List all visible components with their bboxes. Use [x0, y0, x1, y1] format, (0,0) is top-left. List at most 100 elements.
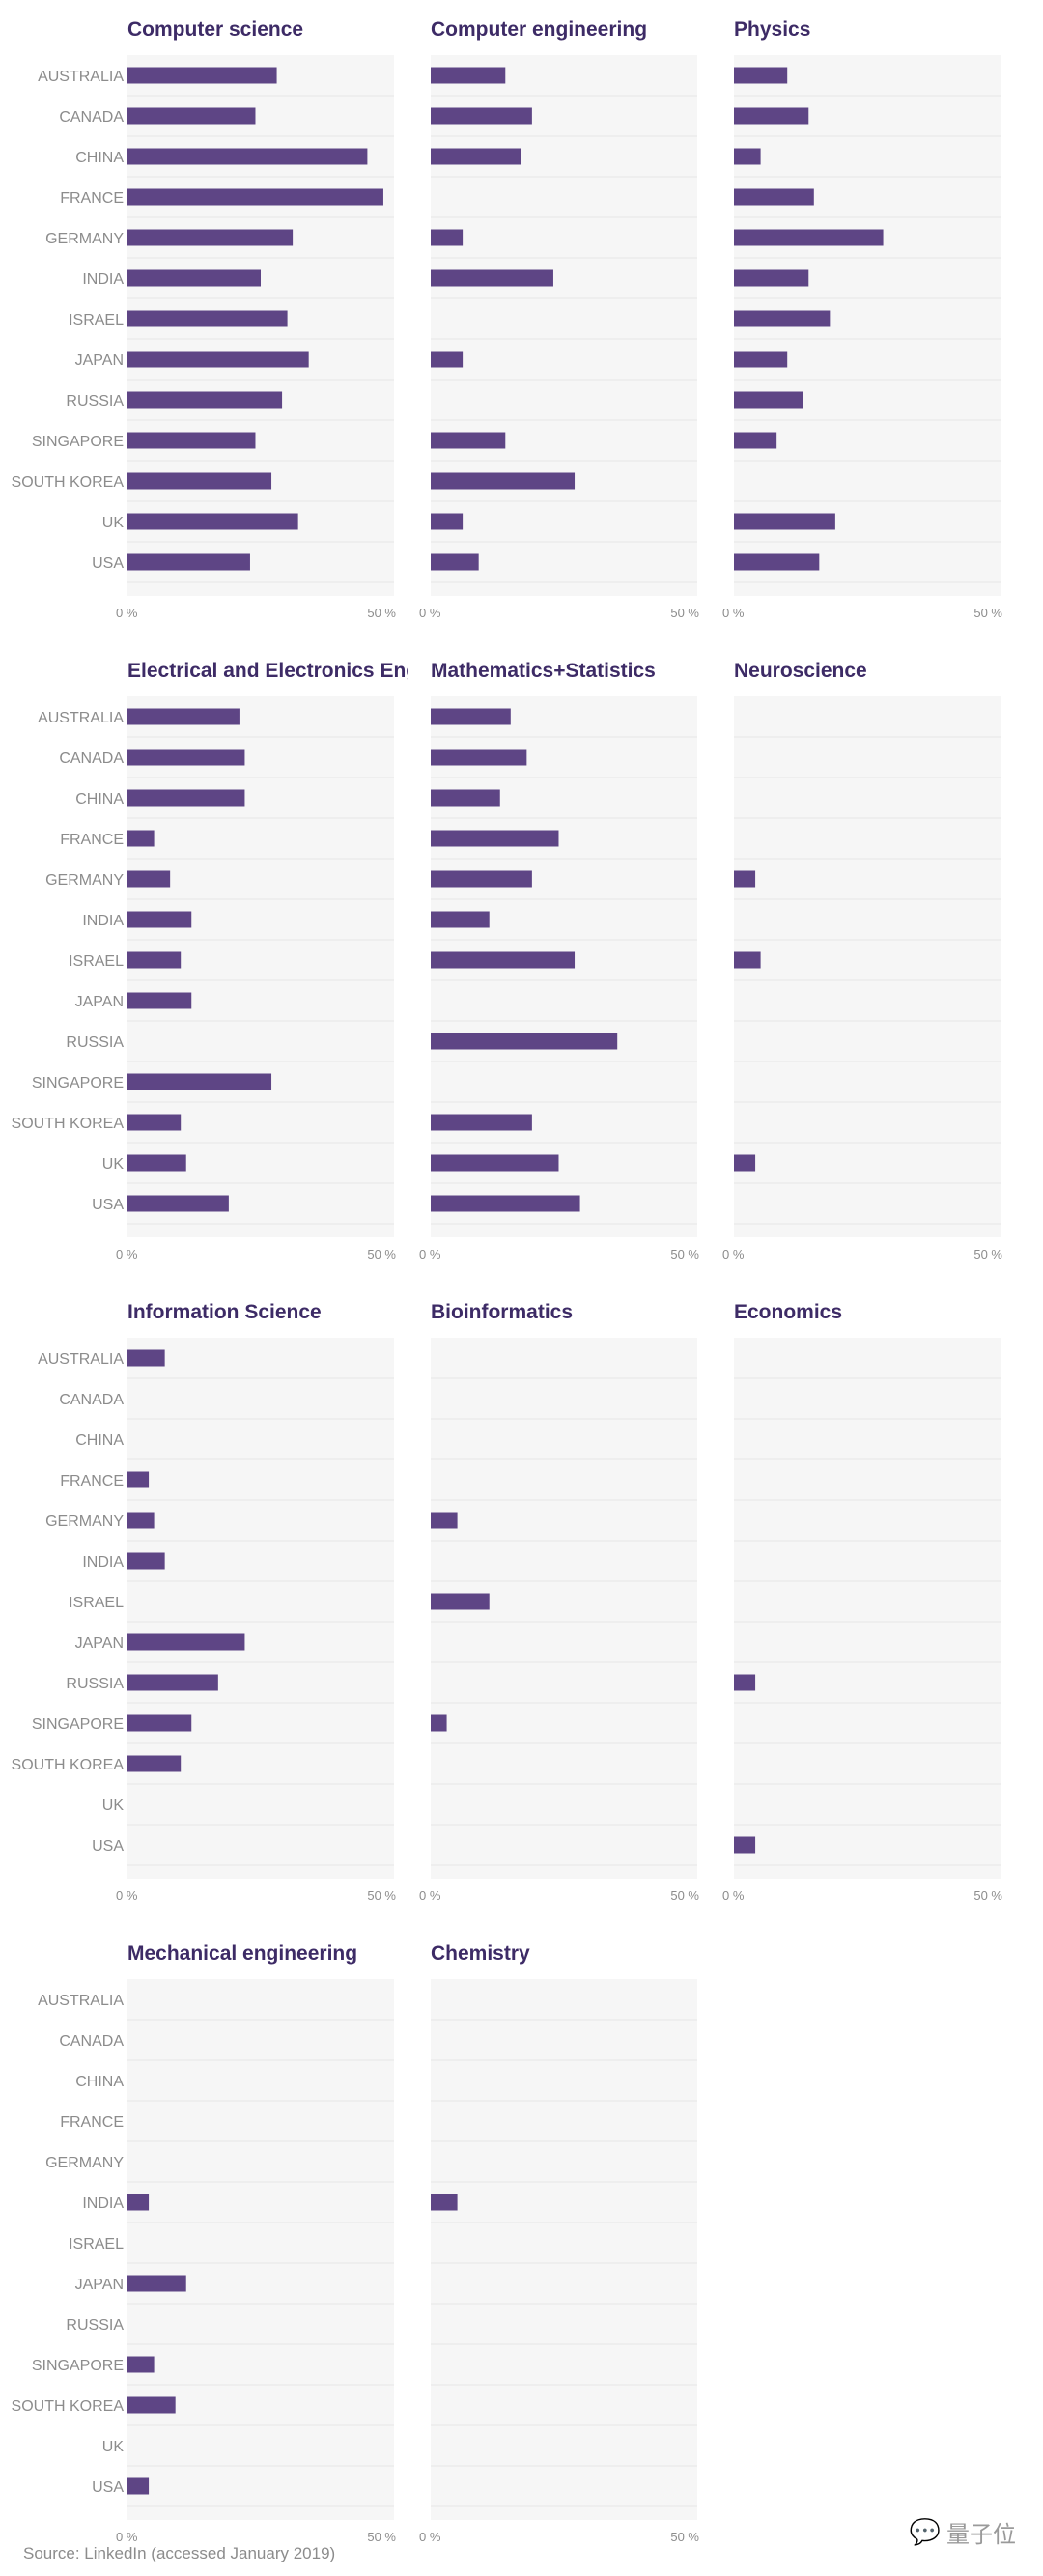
- panel-title: Bioinformatics: [431, 1301, 573, 1323]
- bar-france: [734, 188, 814, 206]
- bar-canada: [127, 749, 245, 766]
- panel-computer-science: Computer science AUSTRALIA CANADA CHINA FRAN…: [12, 18, 397, 620]
- bar-germany: [431, 1512, 458, 1529]
- category-label: RUSSIA: [66, 2317, 124, 2334]
- bar-china: [127, 789, 245, 807]
- bar-south-korea: [431, 472, 576, 490]
- panel-neuroscience: Neuroscience 0 % 50 %: [722, 660, 1002, 1261]
- tick-label-max: 50 %: [367, 1888, 396, 1903]
- bar-usa: [127, 553, 250, 571]
- category-label: JAPAN: [75, 353, 124, 369]
- panel-physics: Physics 0 % 50 %: [722, 18, 1002, 620]
- category-label: CANADA: [59, 750, 124, 767]
- category-label: RUSSIA: [66, 1676, 124, 1692]
- category-label: JAPAN: [75, 994, 124, 1010]
- category-label: INDIA: [82, 913, 124, 929]
- category-label: CHINA: [75, 2074, 124, 2090]
- bar-japan: [431, 351, 464, 368]
- category-label: FRANCE: [60, 1473, 124, 1489]
- bar-japan: [127, 351, 309, 368]
- bar-germany: [734, 229, 884, 246]
- bar-singapore: [734, 432, 777, 449]
- bar-usa: [127, 1195, 229, 1212]
- bar-israel: [127, 951, 182, 969]
- panel-electrical-and-electronics-engi: Electrical and Electronics Engi AUSTRALIA…: [12, 660, 408, 1261]
- category-label: CANADA: [59, 1392, 124, 1408]
- bar-china: [431, 148, 522, 165]
- watermark: 💬 量子位: [910, 2515, 1016, 2549]
- tick-label-min: 0 %: [419, 1888, 441, 1903]
- bar-germany: [431, 229, 464, 246]
- tick-label-max: 50 %: [973, 606, 1002, 620]
- category-label: CANADA: [59, 109, 124, 126]
- tick-label-min: 0 %: [116, 1888, 138, 1903]
- category-label: SOUTH KOREA: [12, 2398, 125, 2415]
- category-label: ISRAEL: [69, 312, 124, 328]
- category-label: FRANCE: [60, 190, 124, 207]
- category-label: CHINA: [75, 1432, 124, 1449]
- tick-label-max: 50 %: [973, 1888, 1002, 1903]
- category-label: SINGAPORE: [32, 2358, 124, 2374]
- bar-canada: [127, 107, 256, 125]
- panel-background: [431, 1979, 697, 2520]
- panel-mathematics-statistics: Mathematics+Statistics 0 % 50 %: [419, 660, 699, 1261]
- panel-title: Mathematics+Statistics: [431, 660, 656, 682]
- tick-label-max: 50 %: [670, 2530, 699, 2544]
- category-label: ISRAEL: [69, 2236, 124, 2252]
- bar-uk: [734, 1154, 756, 1172]
- tick-label-max: 50 %: [367, 1247, 396, 1261]
- panel-title: Computer science: [127, 18, 303, 41]
- panel-background: [127, 1338, 394, 1879]
- bar-usa: [431, 553, 479, 571]
- tick-label-min: 0 %: [116, 1247, 138, 1261]
- panel-title: Physics: [734, 18, 810, 41]
- bar-india: [127, 911, 192, 928]
- panel-information-science: Information Science AUSTRALIA CANADA CHINA F…: [12, 1301, 397, 1903]
- bar-israel: [431, 951, 576, 969]
- panel-economics: Economics 0 % 50 %: [722, 1301, 1002, 1903]
- category-label: SOUTH KOREA: [12, 1757, 125, 1773]
- bar-russia: [127, 391, 283, 409]
- bar-india: [431, 269, 553, 287]
- bar-south-korea: [127, 2396, 176, 2414]
- bar-israel: [734, 310, 831, 327]
- bar-india: [734, 269, 809, 287]
- category-label: USA: [92, 1197, 124, 1213]
- bar-israel: [734, 951, 761, 969]
- bar-france: [431, 830, 559, 847]
- bar-israel: [431, 1593, 490, 1610]
- bar-australia: [127, 1349, 165, 1367]
- bar-singapore: [127, 2356, 155, 2373]
- bar-japan: [127, 992, 192, 1009]
- bar-india: [127, 2194, 150, 2211]
- bar-germany: [127, 870, 171, 888]
- bar-russia: [734, 1674, 756, 1691]
- category-label: FRANCE: [60, 2114, 124, 2131]
- category-label: SINGAPORE: [32, 1075, 124, 1091]
- bar-singapore: [431, 432, 506, 449]
- category-label: USA: [92, 2479, 124, 2496]
- bar-germany: [431, 870, 532, 888]
- bar-germany: [127, 1512, 155, 1529]
- watermark-text: 量子位: [946, 2521, 1016, 2548]
- category-label: GERMANY: [45, 2155, 124, 2171]
- category-label: UK: [102, 515, 125, 531]
- bar-singapore: [431, 1714, 447, 1732]
- category-label: INDIA: [82, 1554, 124, 1571]
- bar-france: [127, 830, 155, 847]
- category-label: GERMANY: [45, 1514, 124, 1530]
- panel-background: [431, 55, 697, 596]
- wechat-icon: 💬: [909, 2517, 941, 2547]
- bar-australia: [734, 67, 788, 84]
- category-label: RUSSIA: [66, 1034, 124, 1051]
- category-label: AUSTRALIA: [38, 1351, 124, 1368]
- bar-russia: [734, 391, 803, 409]
- bar-uk: [734, 513, 835, 530]
- category-label: ISRAEL: [69, 1595, 124, 1611]
- category-label: FRANCE: [60, 832, 124, 848]
- tick-label-min: 0 %: [116, 2530, 138, 2544]
- bar-australia: [127, 67, 277, 84]
- tick-label-max: 50 %: [973, 1247, 1002, 1261]
- tick-label-min: 0 %: [419, 2530, 441, 2544]
